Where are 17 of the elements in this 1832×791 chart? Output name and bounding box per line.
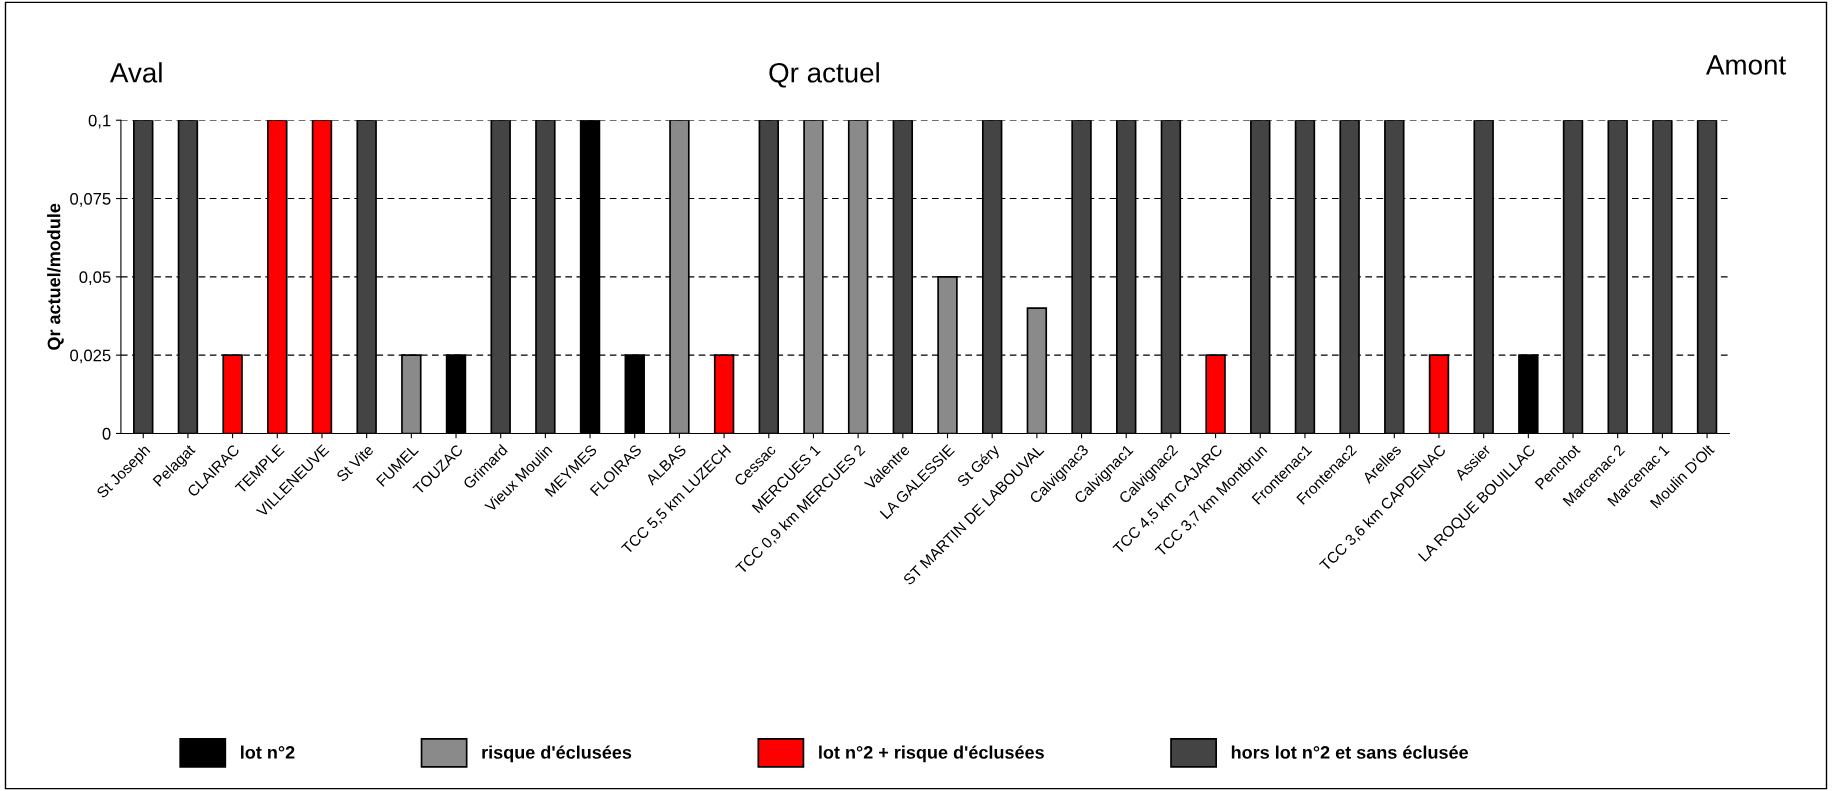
y-axis-title: Qr actuel/module (47, 203, 64, 350)
bar (1473, 120, 1494, 434)
legend-label: risque d'éclusées (482, 745, 632, 763)
legend-label: hors lot n°2 et sans éclusée (1231, 745, 1469, 759)
text: Aval (109, 62, 162, 83)
text: Amont (1705, 55, 1786, 75)
y-tick-label: 0,1 (88, 114, 111, 129)
bar (401, 354, 422, 434)
bar (937, 276, 958, 434)
x-tick-label: St Vite (335, 443, 375, 483)
y-tick-label: 0 (102, 427, 111, 440)
chart-title: Qr actuel (769, 62, 879, 88)
y-tick-label: 0,075 (70, 192, 111, 207)
legend-label: lot n°2 + risque d'éclusées (819, 745, 1044, 763)
y-tick-label: 0,05 (79, 271, 111, 286)
legend-label: lot n°2 (241, 745, 295, 759)
y-tick-label: 0,025 (70, 349, 111, 364)
